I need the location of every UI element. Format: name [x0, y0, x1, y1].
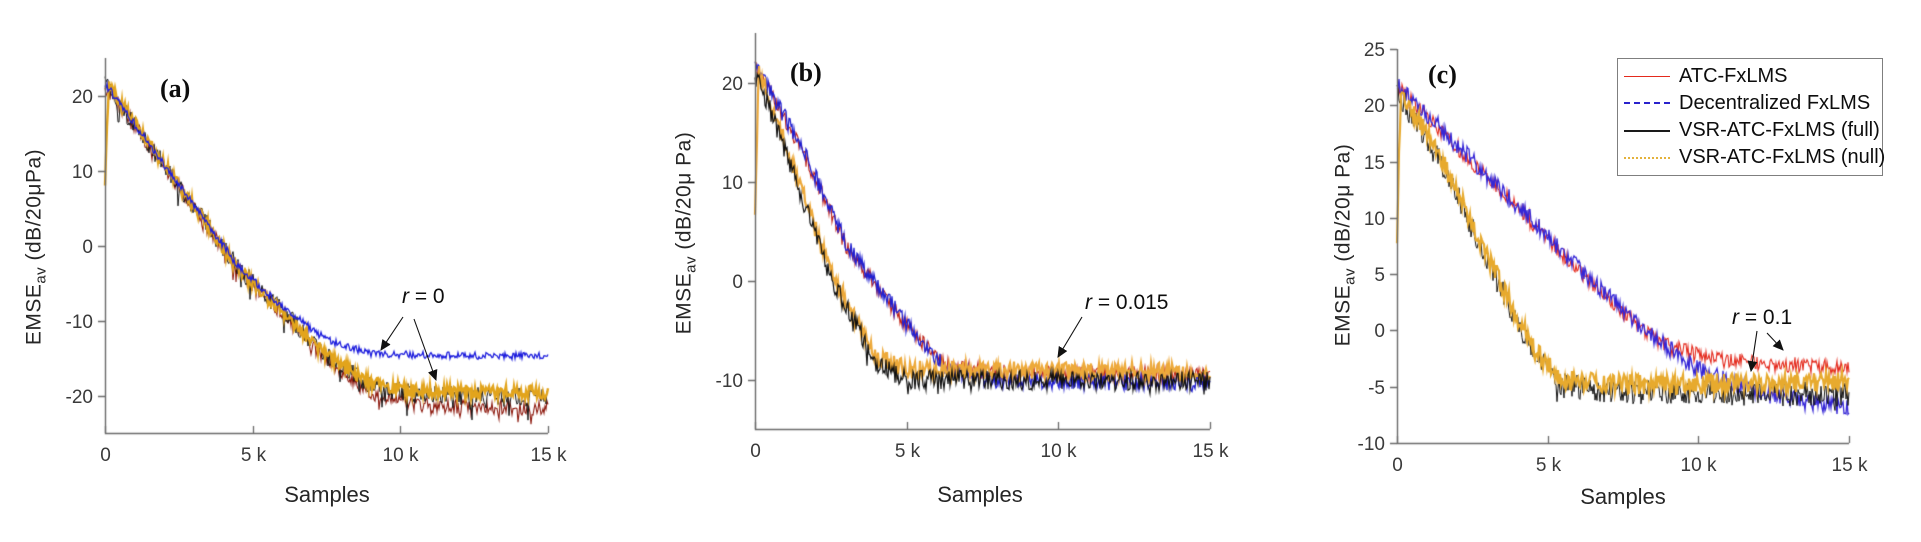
arrow-c-to-red [1766, 332, 1784, 351]
arrow-a-to-blue [380, 316, 404, 351]
arrow-a-to-black [413, 318, 438, 382]
arrow-c-to-yellow [1747, 330, 1758, 373]
arrow-b-to-band [1057, 316, 1083, 358]
